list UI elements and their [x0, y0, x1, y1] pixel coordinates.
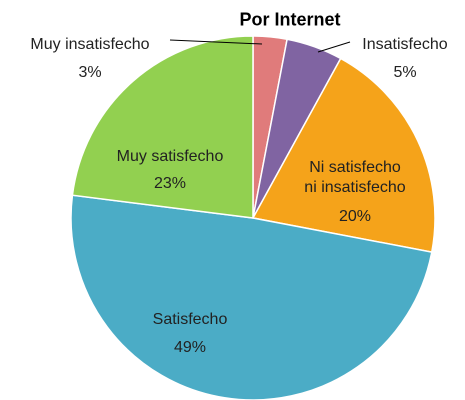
value-label: 5% [393, 64, 417, 81]
slice-label: Satisfecho [152, 311, 228, 328]
slice-label: Insatisfecho [362, 36, 448, 53]
slice-label: Ni satisfecho ni insatisfecho [304, 159, 406, 196]
leader-line [317, 41, 351, 53]
value-label: 3% [78, 64, 102, 81]
slice-label: Muy satisfecho [116, 148, 224, 165]
value-label: 20% [338, 208, 372, 225]
slice-label: Muy insatisfecho [30, 36, 150, 53]
value-label: 49% [173, 339, 207, 356]
pie-slice [70, 194, 433, 400]
pie-slice [251, 57, 436, 253]
chart-title: Por Internet [239, 9, 341, 30]
pie-slice [71, 35, 254, 219]
leader-line [169, 39, 263, 45]
value-label: 23% [153, 175, 187, 192]
